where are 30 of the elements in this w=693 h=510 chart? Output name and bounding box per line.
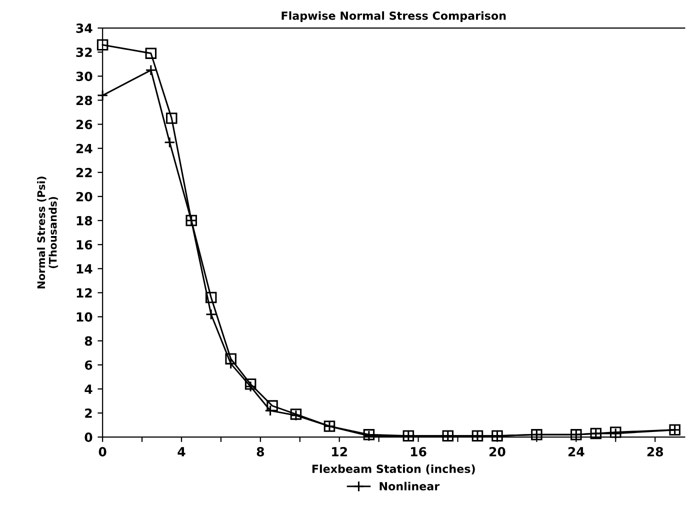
y-tick-label: 18 <box>76 216 92 226</box>
y-tick-label: 14 <box>76 264 92 274</box>
y-tick-label: 24 <box>76 144 92 154</box>
x-tick-label: 8 <box>256 447 264 456</box>
y-tick-label: 16 <box>76 240 92 250</box>
y-tick-label: 22 <box>76 168 92 178</box>
y-tick-label: 2 <box>85 408 92 418</box>
y-tick-label: 26 <box>76 120 92 130</box>
x-tick-label: 24 <box>568 447 584 456</box>
y-tick-label: 8 <box>84 336 92 346</box>
y-tick-label: 20 <box>76 192 92 202</box>
legend-label: Nonlinear <box>380 482 440 490</box>
y-tick-label: 6 <box>84 360 92 370</box>
x-tick-label: 4 <box>178 447 186 456</box>
chart-title: Flapwise Normal Stress Comparison <box>282 11 506 22</box>
y-tick-label: 30 <box>76 72 92 82</box>
x-tick-label: 12 <box>332 447 347 456</box>
y-tick-label: 12 <box>76 288 92 298</box>
y-tick-label: 34 <box>76 24 92 33</box>
y-axis-title: Normal Stress (Psi) (Thousands) <box>37 176 58 288</box>
y-tick-label: 0 <box>84 432 92 442</box>
x-tick-label: 20 <box>490 447 506 456</box>
x-axis-title: Flexbeam Station (inches) <box>312 464 475 474</box>
x-tick-label: 28 <box>647 447 664 456</box>
y-tick-label: 4 <box>84 384 92 394</box>
x-tick-label: 16 <box>411 447 426 456</box>
y-tick-label: 28 <box>76 96 92 106</box>
y-tick-label: 10 <box>76 312 92 322</box>
x-tick-label: 0 <box>98 447 106 456</box>
y-tick-label: 32 <box>76 48 92 58</box>
